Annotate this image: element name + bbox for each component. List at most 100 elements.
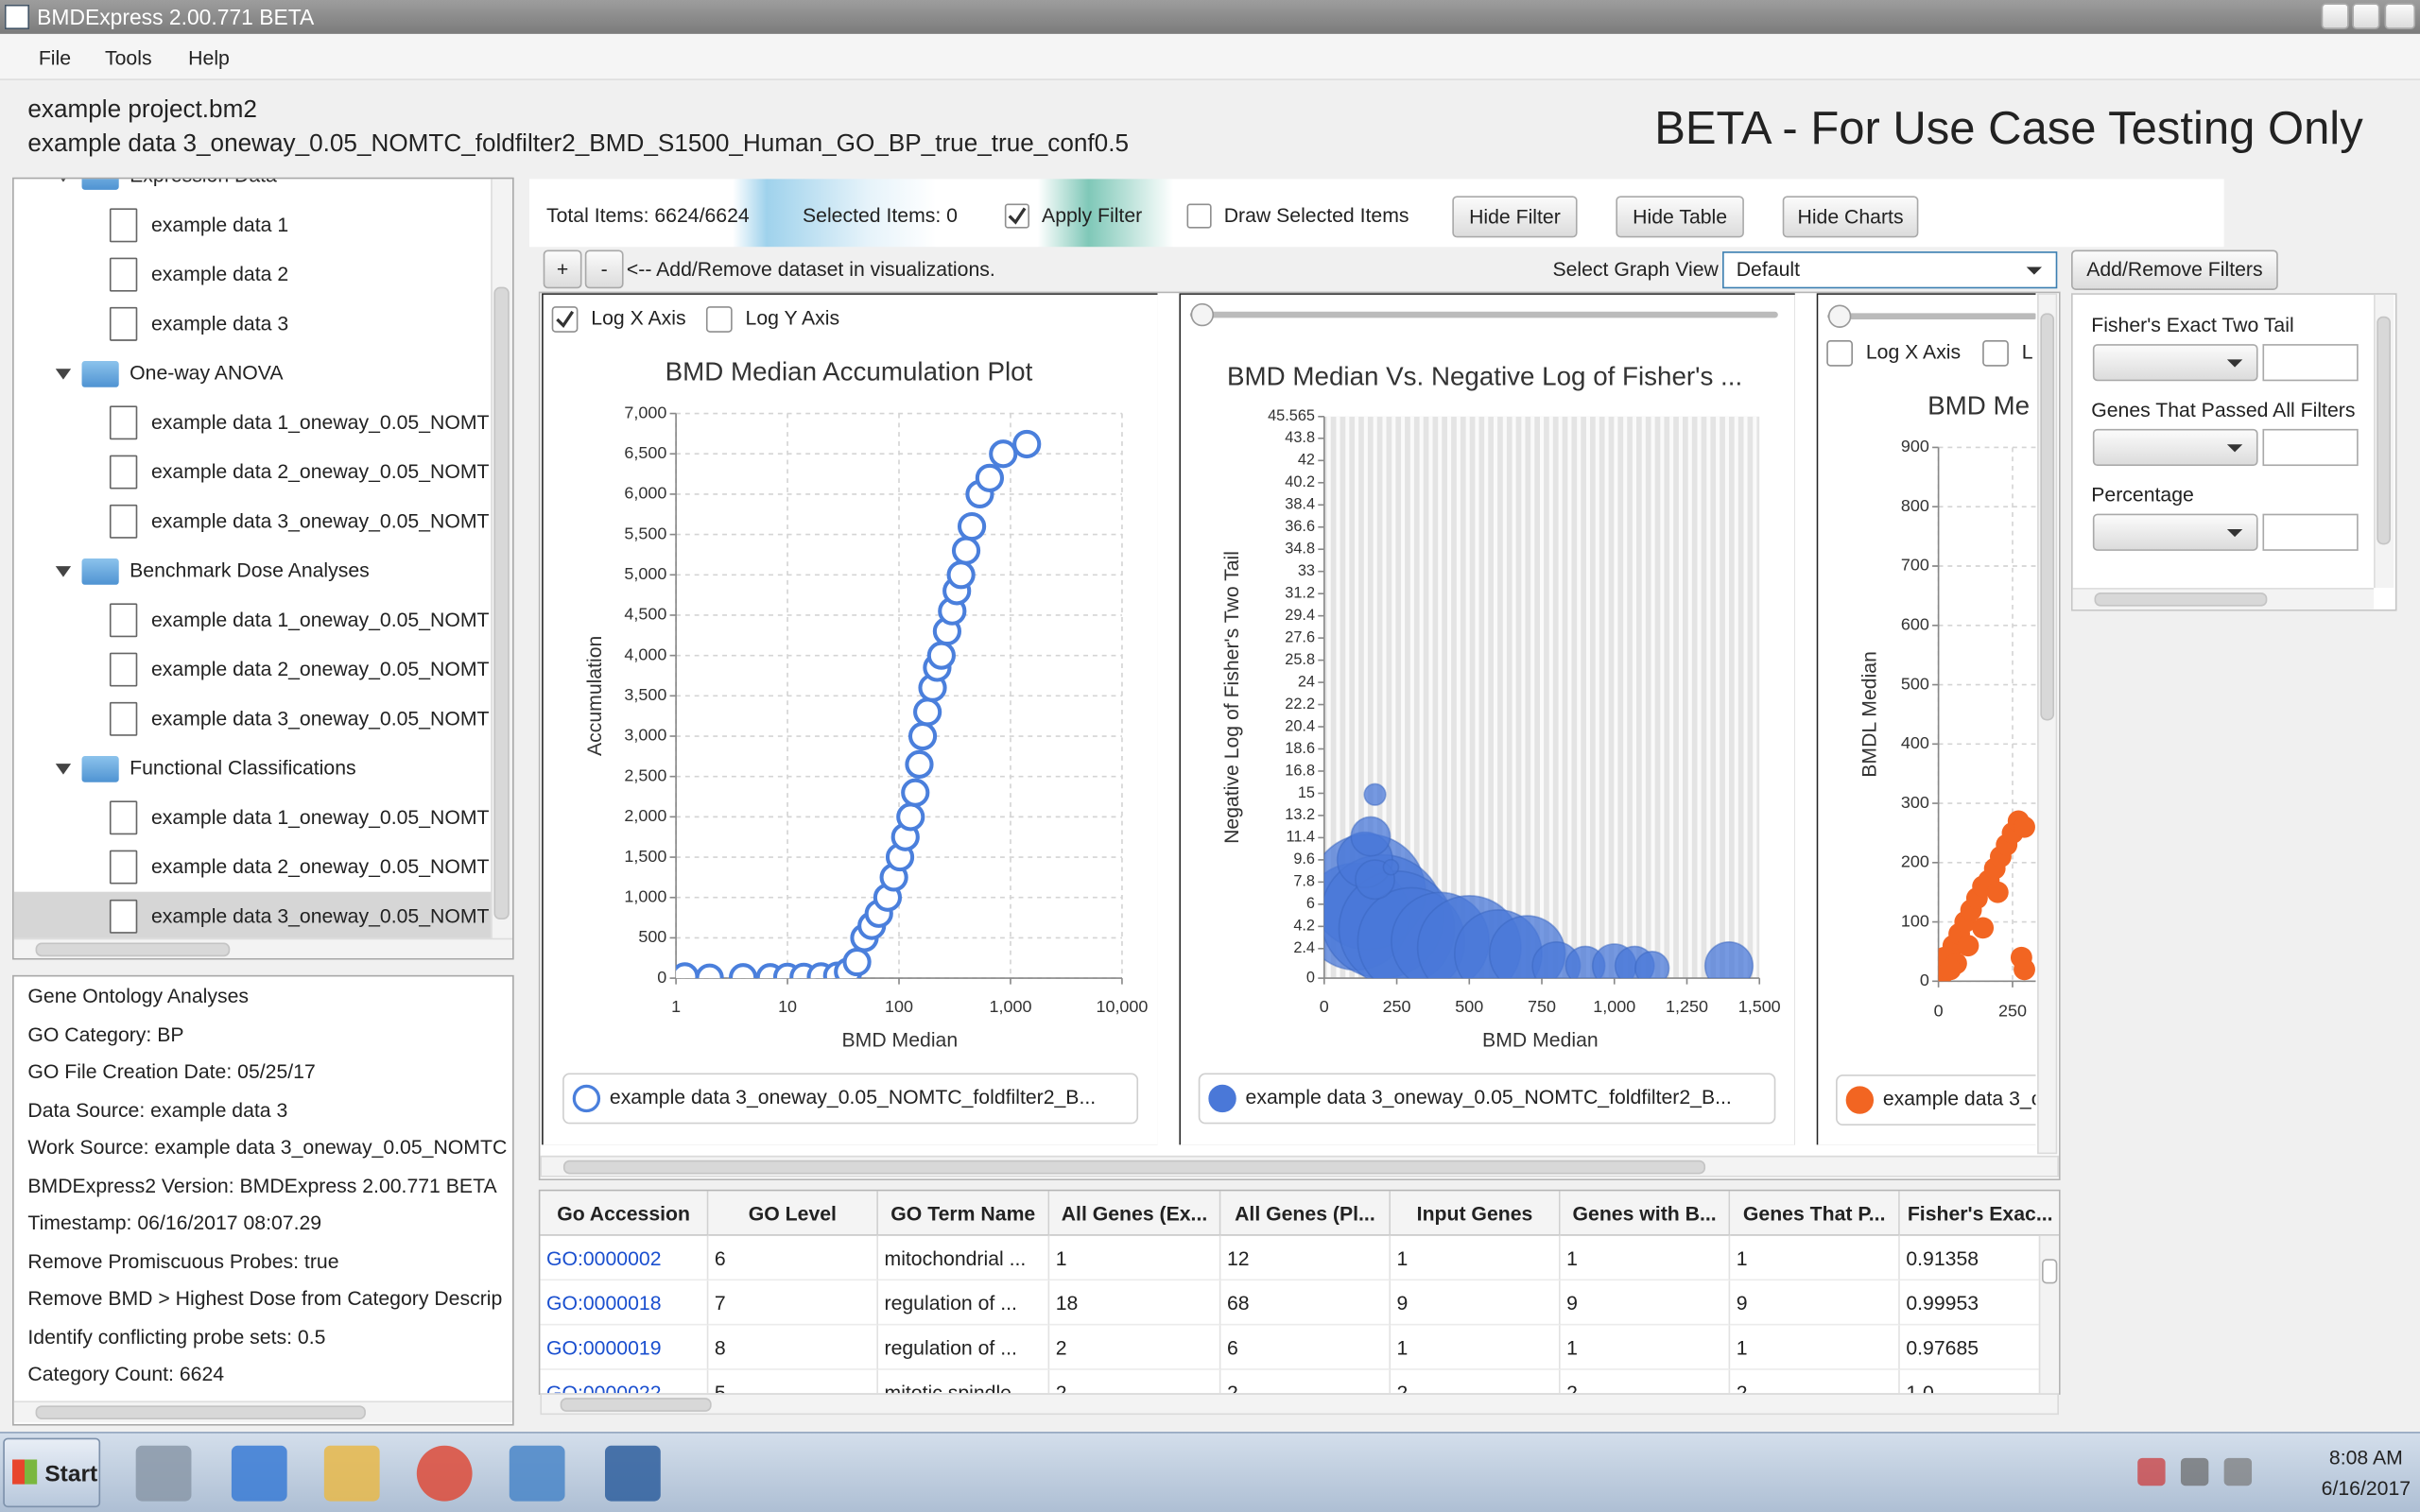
expand-arrow[interactable]: [55, 764, 72, 775]
tree-file[interactable]: example data 3: [151, 311, 289, 335]
info-line: Timestamp: 06/16/2017 08:07.29: [27, 1211, 322, 1235]
table-cell: 1: [1730, 1235, 1900, 1281]
draw-selected-label[interactable]: Draw Selected Items: [1223, 203, 1409, 228]
tree-file[interactable]: example data 1_oneway_0.05_NOMT: [151, 410, 490, 434]
column-header[interactable]: All Genes (Pl...: [1220, 1191, 1392, 1236]
beta-banner: BETA - For Use Case Testing Only: [1654, 103, 2363, 155]
graph-view-label: Select Graph View: [1552, 257, 1719, 282]
tray-icon[interactable]: [2223, 1457, 2253, 1486]
checkbox[interactable]: [1004, 203, 1029, 229]
go-accession-link[interactable]: GO:0000019: [540, 1325, 709, 1370]
expand-arrow[interactable]: [55, 179, 72, 182]
taskbar-app-icon[interactable]: [135, 1445, 192, 1502]
table-cell: 2: [1049, 1369, 1221, 1394]
taskbar-app-icon[interactable]: [509, 1445, 565, 1502]
tree-file[interactable]: example data 1_oneway_0.05_NOMT: [151, 608, 490, 631]
column-header[interactable]: Input Genes: [1391, 1191, 1561, 1236]
toolbar-background: [529, 179, 2224, 248]
scroll-thumb[interactable]: [2042, 1259, 2058, 1284]
viz-hint: <-- Add/Remove dataset in visualizations…: [626, 257, 995, 282]
tree-file[interactable]: example data 3_oneway_0.05_NOMT: [151, 508, 490, 533]
column-header[interactable]: Fisher's Exac...: [1899, 1191, 2059, 1236]
taskbar-app-icon[interactable]: [323, 1445, 380, 1502]
menu-item[interactable]: File: [38, 45, 72, 70]
expand-arrow[interactable]: [55, 369, 72, 380]
info-line: Remove Promiscuous Probes: true: [27, 1248, 339, 1273]
tree-file[interactable]: example data 2: [151, 262, 289, 286]
dropdown-arrow: [2026, 266, 2042, 275]
tree-file[interactable]: example data 3_oneway_0.05_NOMT: [151, 706, 490, 730]
table-h-scrollbar[interactable]: [540, 1393, 2059, 1416]
menu-item[interactable]: Tools: [105, 45, 152, 70]
total-items: Total Items: 6624/6624: [545, 203, 750, 228]
go-accession-link[interactable]: GO:0000002: [540, 1235, 709, 1281]
remove-dataset-button[interactable]: -: [584, 249, 624, 289]
scroll-thumb[interactable]: [560, 1398, 712, 1412]
taskbar-app-icon[interactable]: [416, 1445, 473, 1502]
info-line: Identify conflicting probe sets: 0.5: [27, 1324, 326, 1349]
scroll-thumb[interactable]: [493, 286, 510, 920]
filter-value-input[interactable]: [2262, 428, 2359, 467]
restore-button[interactable]: [2352, 3, 2380, 30]
tree-folder[interactable]: Functional Classifications: [130, 756, 356, 780]
tray-icon[interactable]: [2137, 1457, 2166, 1486]
info-line: BMDExpress2 Version: BMDExpress 2.00.771…: [27, 1173, 497, 1197]
scroll-thumb[interactable]: [562, 1160, 1706, 1175]
tree-folder[interactable]: Benchmark Dose Analyses: [130, 558, 370, 582]
tree-folder[interactable]: Expression Data: [130, 179, 277, 189]
apply-filter-label[interactable]: Apply Filter: [1042, 203, 1143, 228]
filter-operator-select[interactable]: [2092, 513, 2258, 551]
scroll-thumb[interactable]: [2377, 316, 2391, 545]
toolbar-button[interactable]: Hide Table: [1616, 196, 1744, 238]
add-remove-filters-button[interactable]: Add/Remove Filters: [2071, 249, 2278, 290]
windows-logo: [12, 1459, 38, 1485]
expand-arrow[interactable]: [55, 566, 72, 577]
table-cell: 2: [1049, 1325, 1221, 1370]
column-header[interactable]: Genes That P...: [1730, 1191, 1900, 1236]
filter-value-input[interactable]: [2262, 513, 2359, 551]
column-header[interactable]: Genes with B...: [1560, 1191, 1731, 1236]
go-accession-link[interactable]: GO:0000018: [540, 1280, 709, 1326]
file-icon: [109, 405, 138, 440]
table-cell: 6: [1220, 1325, 1392, 1370]
table-cell: 1.0: [1900, 1370, 2059, 1393]
column-header[interactable]: GO Term Name: [877, 1191, 1050, 1236]
close-button[interactable]: [2384, 3, 2416, 30]
filter-operator-select[interactable]: [2092, 428, 2258, 467]
column-header[interactable]: All Genes (Ex...: [1049, 1191, 1221, 1236]
tree-folder[interactable]: One-way ANOVA: [130, 361, 284, 385]
toolbar-button[interactable]: Hide Charts: [1782, 196, 1919, 238]
scroll-thumb[interactable]: [35, 942, 231, 957]
go-accession-link[interactable]: GO:0000022: [540, 1369, 709, 1394]
tree-file[interactable]: example data 2_oneway_0.05_NOMT: [151, 657, 490, 680]
filter-operator-select[interactable]: [2092, 344, 2258, 382]
chart-v-scrollbar[interactable]: [2037, 293, 2058, 1155]
column-header[interactable]: Go Accession: [540, 1191, 709, 1236]
tray-icon[interactable]: [2180, 1457, 2209, 1486]
tree-file[interactable]: example data 2_oneway_0.05_NOMT: [151, 854, 490, 878]
tree-file[interactable]: example data 3_oneway_0.05_NOMT: [151, 903, 490, 928]
add-dataset-button[interactable]: +: [543, 249, 582, 289]
filter-value-input[interactable]: [2262, 344, 2359, 382]
graph-view-select[interactable]: Default: [1722, 251, 2058, 289]
toolbar-button[interactable]: Hide Filter: [1452, 196, 1578, 238]
scroll-thumb[interactable]: [35, 1405, 366, 1420]
tree-file[interactable]: example data 1_oneway_0.05_NOMT: [151, 805, 490, 829]
taskbar-app-icon[interactable]: [231, 1445, 287, 1502]
scroll-thumb[interactable]: [2040, 313, 2055, 721]
menu-item[interactable]: Help: [188, 45, 230, 70]
table-cell: 6: [708, 1235, 878, 1281]
minimize-button[interactable]: [2321, 3, 2349, 30]
file-icon: [109, 652, 138, 687]
chart-h-scrollbar[interactable]: [540, 1155, 2059, 1177]
info-line: Work Source: example data 3_oneway_0.05_…: [27, 1135, 508, 1160]
tree-file[interactable]: example data 1: [151, 213, 289, 236]
table-cell: 0.99953: [1899, 1280, 2059, 1326]
checkbox[interactable]: [1186, 203, 1212, 229]
column-header[interactable]: GO Level: [708, 1191, 878, 1236]
taskbar-app-icon[interactable]: [605, 1445, 661, 1502]
scroll-thumb[interactable]: [2094, 592, 2268, 607]
tree-file[interactable]: example data 2_oneway_0.05_NOMT: [151, 459, 490, 484]
start-button[interactable]: Start: [3, 1437, 101, 1508]
